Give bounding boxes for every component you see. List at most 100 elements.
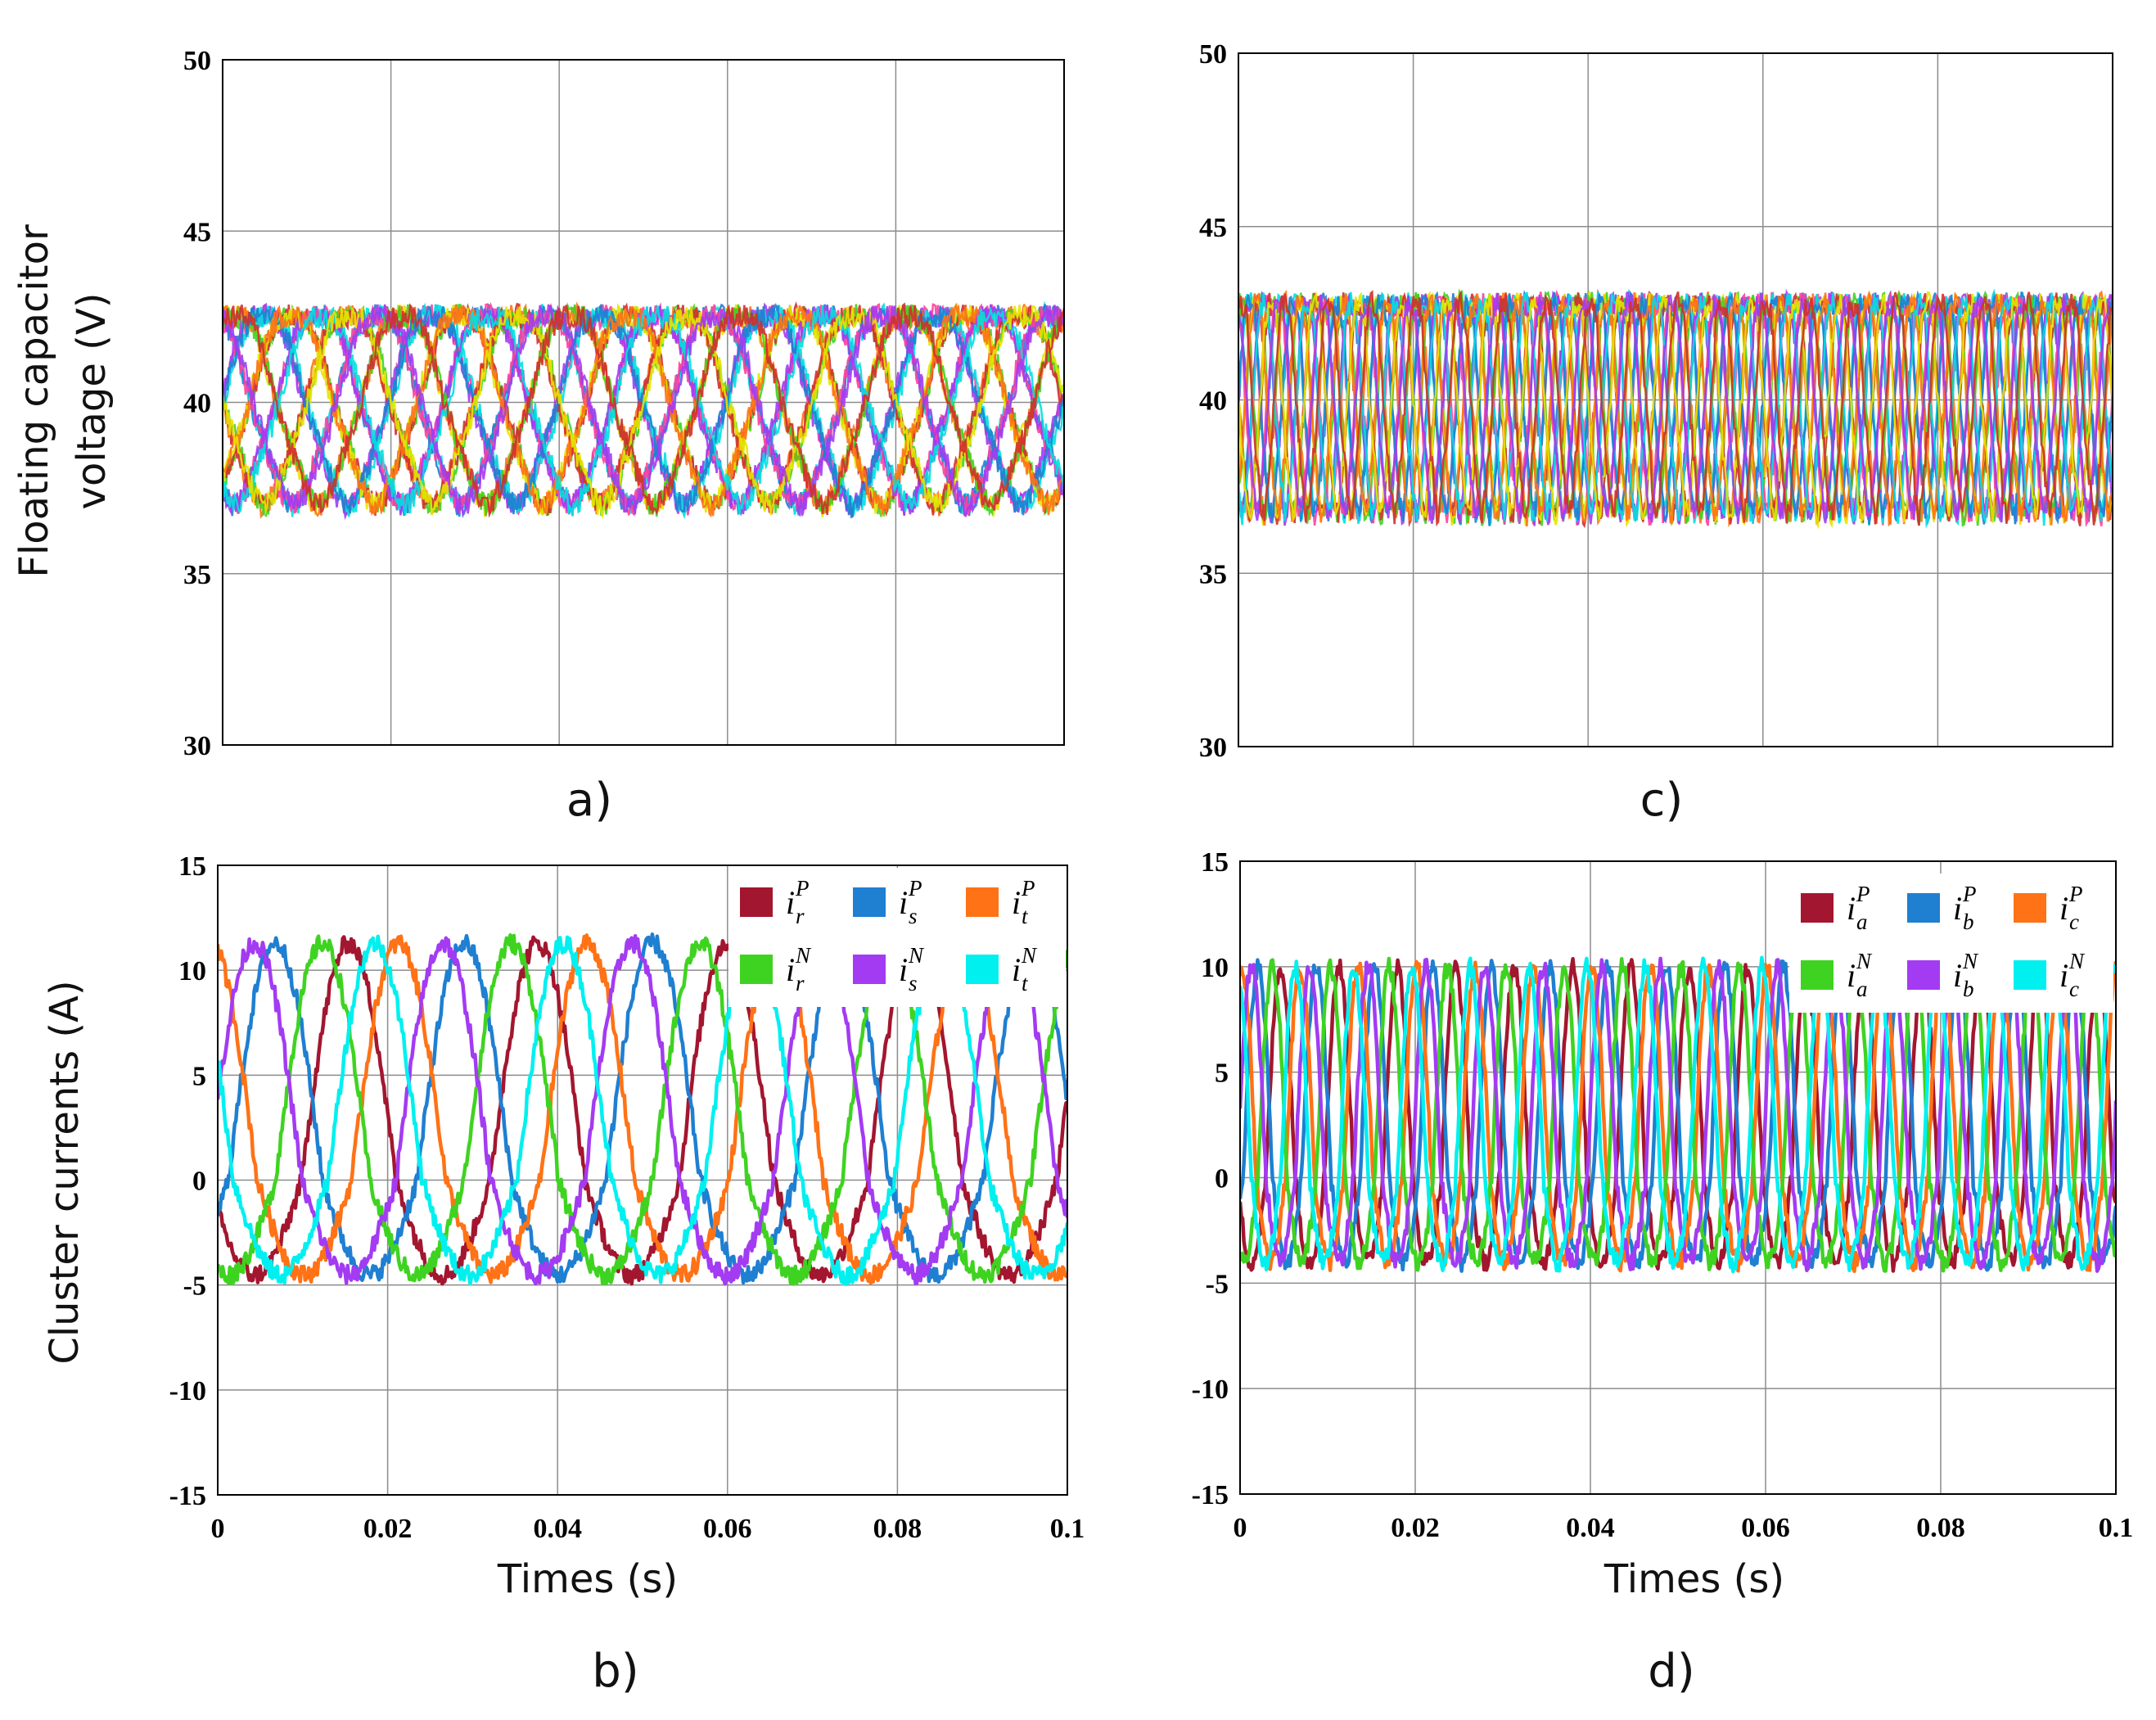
panel-b-ylabel: Cluster currents (A) — [42, 980, 88, 1364]
legend-subscript: a — [1856, 977, 1868, 1001]
y-tick-label: 30 — [183, 731, 211, 761]
legend-label: i — [899, 884, 908, 921]
panel-a-label: a) — [566, 774, 612, 827]
x-tick-label: 0.1 — [1050, 1514, 1085, 1544]
legend-superscript: N — [2068, 949, 2086, 973]
panel-d-xlabel: Times (s) — [1603, 1556, 1784, 1602]
x-tick-label: 0.02 — [1391, 1513, 1440, 1543]
y-tick-label: -15 — [169, 1481, 206, 1511]
panel-c-traces — [1238, 288, 2113, 530]
y-tick-label: 0 — [192, 1167, 206, 1197]
panel-d-label: d) — [1648, 1645, 1694, 1698]
y-tick-label: 35 — [1199, 559, 1227, 589]
panel-d-axes-frame — [1239, 860, 2117, 1495]
legend-subscript: t — [1022, 904, 1029, 928]
panel-c-label: c) — [1640, 774, 1684, 827]
panel-b-label: b) — [592, 1645, 638, 1698]
y-tick-label: 35 — [183, 560, 211, 590]
legend-background — [1789, 874, 2113, 1013]
y-tick-label: 45 — [183, 217, 211, 247]
voltage-trace — [1238, 291, 2113, 526]
voltage-trace — [223, 302, 1064, 518]
y-tick-label: -5 — [183, 1271, 206, 1302]
panel-a-ylabel-line2: voltage (V) — [69, 293, 115, 510]
y-tick-label: -15 — [1192, 1480, 1229, 1510]
legend-superscript: N — [908, 943, 925, 968]
legend-label: i — [1953, 890, 1962, 927]
voltage-trace — [1238, 289, 2113, 527]
y-tick-label: 10 — [178, 956, 206, 986]
y-tick-label: 0 — [1215, 1164, 1229, 1194]
legend-superscript: N — [1021, 943, 1038, 968]
panel-d-traces — [1240, 955, 2116, 1274]
legend-subscript: b — [1963, 910, 1974, 934]
legend-superscript: P — [908, 876, 922, 901]
legend-label: i — [786, 951, 795, 988]
panel-d-legend: i aP i bP i cPi aN i bN i cN — [1789, 874, 2113, 1013]
legend-label: i — [1012, 951, 1021, 988]
legend-background — [728, 868, 1066, 1007]
y-tick-label: 15 — [1201, 847, 1229, 878]
panel-b-xlabel: Times (s) — [497, 1556, 678, 1602]
y-tick-label: -10 — [169, 1376, 206, 1406]
legend-swatch — [853, 887, 886, 917]
panel-c-y-ticks: 30 35 40 45 50 — [1199, 39, 1227, 763]
y-tick-label: -5 — [1206, 1269, 1229, 1299]
y-tick-label: 50 — [183, 46, 211, 76]
x-tick-label: 0.08 — [1916, 1513, 1965, 1543]
legend-label: i — [1847, 957, 1856, 994]
legend-superscript: N — [1962, 949, 1979, 973]
legend-subscript: t — [1022, 971, 1029, 995]
panel-c-axes-frame — [1238, 52, 2113, 747]
panel-b-axes-frame — [217, 865, 1068, 1496]
x-tick-label: 0.04 — [533, 1514, 582, 1544]
legend-swatch — [1801, 960, 1834, 990]
legend-swatch — [1907, 960, 1940, 990]
x-tick-label: 0 — [211, 1514, 225, 1544]
legend-subscript: b — [1963, 977, 1974, 1001]
legend-swatch — [740, 887, 773, 917]
series-line-i_b-N — [1240, 955, 2116, 1273]
panel-a-y-ticks: 30 35 40 45 50 — [183, 46, 211, 761]
x-tick-label: 0.02 — [363, 1514, 413, 1544]
legend-superscript: N — [795, 943, 812, 968]
y-tick-label: 15 — [178, 851, 206, 882]
x-tick-label: 0.06 — [703, 1514, 752, 1544]
panel-c-voltage-chart: 30 35 40 45 50 c) — [1199, 39, 2113, 827]
legend-subscript: s — [909, 971, 918, 995]
legend-swatch — [966, 887, 999, 917]
legend-subscript: a — [1856, 910, 1868, 934]
series-line-i_s-N — [218, 933, 1067, 1286]
series-line-i_b-P — [1240, 955, 2116, 1273]
legend-subscript: r — [796, 904, 805, 928]
voltage-trace — [223, 303, 1064, 519]
legend-swatch — [1907, 893, 1940, 923]
x-tick-label: 0.06 — [1741, 1513, 1790, 1543]
y-tick-label: -10 — [1192, 1375, 1229, 1405]
y-tick-label: 30 — [1199, 733, 1227, 763]
legend-superscript: P — [1856, 882, 1870, 906]
legend-label: i — [1847, 890, 1856, 927]
x-tick-label: 0 — [1234, 1513, 1247, 1543]
panel-b-x-ticks: 0 0.02 0.04 0.06 0.08 0.1 — [211, 1514, 1085, 1544]
panel-a-traces — [223, 300, 1064, 521]
legend-label: i — [2059, 957, 2068, 994]
legend-superscript: P — [2068, 882, 2083, 906]
panel-a-voltage-chart: 30 35 40 45 50 Floating capacitor voltage (V… — [11, 46, 1065, 827]
legend-swatch — [966, 955, 999, 984]
panel-a-axes-frame — [222, 59, 1065, 746]
x-tick-label: 0.1 — [2099, 1513, 2134, 1543]
series-line-i_c-N — [1240, 955, 2116, 1274]
legend-label: i — [786, 884, 795, 921]
y-tick-label: 40 — [183, 389, 211, 419]
x-tick-label: 0.08 — [873, 1514, 922, 1544]
legend-swatch — [2014, 893, 2046, 923]
y-tick-label: 45 — [1199, 213, 1227, 243]
y-tick-label: 5 — [1215, 1059, 1229, 1089]
panel-d-y-ticks: -15 -10 -5 0 5 10 15 — [1192, 847, 1229, 1510]
legend-superscript: P — [1021, 876, 1035, 901]
legend-swatch — [853, 955, 886, 984]
legend-label: i — [899, 951, 908, 988]
